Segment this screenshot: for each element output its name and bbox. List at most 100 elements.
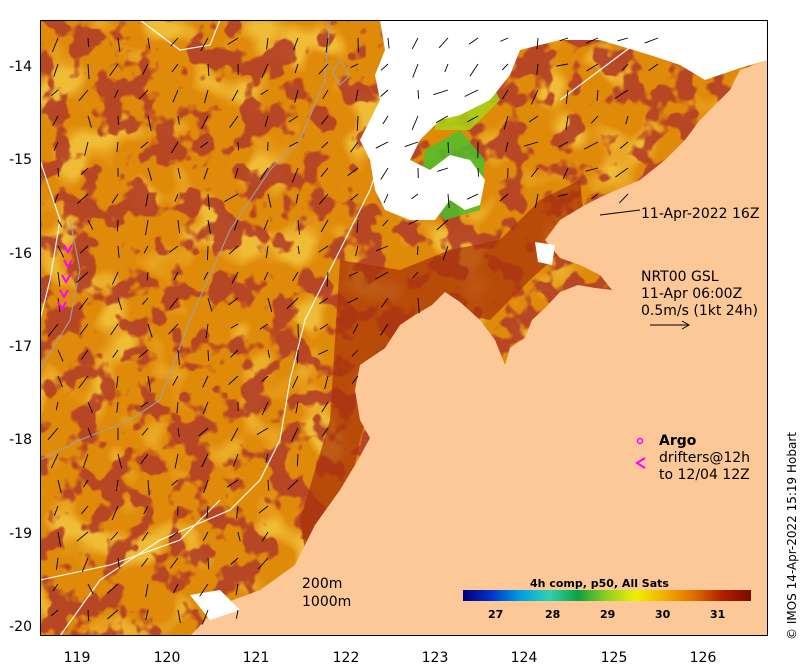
current-arrow (348, 271, 359, 277)
current-arrow (57, 271, 61, 287)
current-arrow (117, 115, 119, 125)
current-arrow (265, 453, 269, 463)
current-arrow (226, 479, 239, 488)
current-arrow (350, 141, 359, 153)
current-arrow (143, 245, 149, 254)
current-arrow (536, 37, 539, 50)
current-arrow (499, 193, 509, 202)
current-arrow (78, 89, 89, 102)
current-arrow (145, 609, 149, 621)
current-arrow (380, 167, 389, 180)
sst-map-svg (39, 19, 768, 637)
current-arrow (322, 89, 329, 100)
current-arrow (145, 219, 149, 236)
current-arrow (229, 115, 239, 128)
current-arrow (142, 63, 149, 75)
current-arrow (207, 219, 211, 234)
current-arrow (172, 375, 179, 386)
current-arrow (263, 219, 269, 230)
current-arrow (174, 193, 179, 202)
current-arrow (138, 89, 149, 100)
current-arrow (140, 453, 149, 465)
x-tick-label: 120 (153, 650, 181, 666)
current-arrow (261, 401, 269, 416)
current-arrow (145, 583, 149, 598)
current-source-label: NRT00 GSL (641, 269, 719, 285)
current-arrow (51, 609, 59, 617)
current-arrow (173, 583, 179, 594)
current-arrow (201, 609, 209, 625)
sst-map (39, 19, 768, 637)
current-arrow (375, 271, 389, 280)
current-arrow (528, 115, 539, 123)
current-arrow (143, 505, 149, 515)
current-arrow (259, 167, 269, 180)
current-arrow (203, 271, 209, 280)
current-arrow (51, 89, 59, 97)
current-arrow (355, 89, 359, 101)
current-arrow (80, 323, 89, 335)
current-arrow (53, 141, 59, 151)
cloud-mask (360, 20, 768, 220)
current-arrow (380, 63, 389, 71)
current-arrow (177, 219, 180, 234)
colorbar-tick: 29 (600, 608, 616, 621)
current-arrow (261, 375, 269, 382)
current-arrow (256, 427, 269, 435)
current-arrow (51, 37, 59, 53)
current-arrow (177, 609, 181, 624)
current-arrow (380, 297, 389, 308)
current-arrow (382, 115, 389, 125)
colorbar-tick: 28 (545, 608, 561, 621)
current-arrow (230, 557, 239, 565)
current-arrow (171, 63, 179, 73)
current-arrow (619, 141, 629, 149)
current-arrow (288, 141, 299, 147)
current-arrow (501, 63, 509, 71)
current-arrow (87, 401, 93, 414)
colorbar-gradient (463, 590, 751, 601)
current-arrow (57, 479, 62, 494)
current-arrow (230, 427, 239, 442)
coastal-warm-band (300, 180, 585, 580)
current-arrow (231, 271, 239, 284)
current-arrow (267, 297, 273, 313)
current-arrow (52, 583, 59, 592)
current-arrow (585, 167, 599, 172)
current-arrow (174, 453, 179, 469)
current-arrow (230, 323, 239, 329)
current-arrow (116, 401, 119, 413)
credit-label: © IMOS 14-Apr-2022 15:19 Hobart (785, 432, 799, 640)
current-arrow (286, 297, 299, 310)
current-arrow (350, 63, 359, 69)
current-arrow (267, 349, 271, 358)
current-arrow (467, 115, 479, 123)
current-arrow (106, 583, 119, 594)
current-arrow (201, 453, 209, 468)
current-arrow (81, 505, 89, 515)
drifter-marker (635, 457, 646, 469)
current-arrow (79, 245, 89, 254)
current-arrow (82, 479, 89, 488)
y-tick-label: -20 (9, 619, 32, 635)
current-vectors (47, 37, 659, 625)
current-arrow (200, 141, 209, 149)
current-arrow (469, 63, 479, 77)
current-arrow (447, 141, 450, 154)
current-arrow (78, 297, 89, 310)
current-arrow (590, 115, 599, 124)
contour-200m-label: 200m (302, 576, 343, 592)
y-tick-label: -18 (9, 432, 32, 448)
current-arrow (111, 271, 119, 285)
current-arrow (326, 271, 329, 287)
y-tick-label: -16 (9, 246, 32, 262)
current-arrow (113, 89, 119, 99)
current-arrow (47, 323, 59, 337)
current-arrow (288, 115, 299, 123)
current-arrow (412, 271, 419, 279)
drifters-label-line1: drifters@12h (659, 450, 751, 466)
x-tick-label: 124 (510, 650, 538, 666)
drifters-label-line2: to 12/04 12Z (659, 467, 750, 483)
current-arrow (321, 141, 329, 149)
x-tick-label: 119 (63, 650, 91, 666)
